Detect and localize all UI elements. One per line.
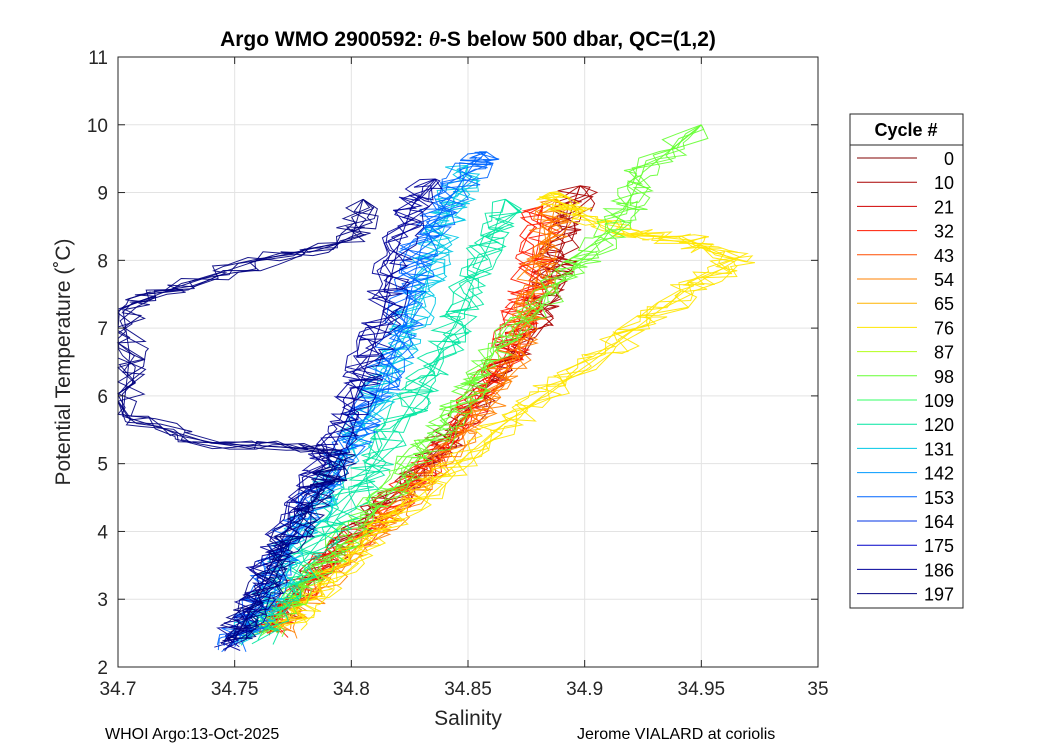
y-tick-label: 2 [97, 658, 108, 679]
legend-entry: 21 [857, 197, 954, 217]
y-tick-label: 6 [97, 387, 108, 408]
series-line [216, 151, 488, 646]
legend-entry: 10 [857, 173, 954, 193]
chart-title-theta: θ [429, 27, 440, 51]
y-tick-label: 11 [88, 48, 108, 69]
x-tick-label: 34.75 [211, 679, 259, 700]
series-line [284, 192, 749, 625]
legend-box [849, 113, 964, 609]
x-tick-label: 34.8 [333, 679, 370, 700]
x-axis-label: Salinity [434, 707, 502, 730]
series-line [259, 124, 702, 637]
legend-label: 186 [924, 560, 954, 580]
series-line [266, 198, 569, 634]
y-tick-label: 5 [97, 455, 108, 476]
legend-label: 131 [924, 439, 954, 459]
legend-entry: 131 [857, 439, 954, 459]
legend-entry: 76 [857, 318, 954, 338]
legend-label: 65 [934, 294, 954, 314]
legend-label: 197 [924, 585, 954, 605]
legend-label: 153 [924, 488, 954, 508]
legend-label: 76 [934, 318, 954, 338]
legend-entry: 43 [857, 246, 954, 266]
legend-label: 54 [934, 270, 954, 290]
series-line [275, 192, 754, 630]
legend-label: 98 [934, 367, 954, 387]
x-tick-label: 34.7 [100, 679, 137, 700]
y-axis: 2 3 4 5 6 7 8 9 10 11 [87, 48, 818, 679]
series-line [117, 198, 367, 640]
legend-entry: 197 [857, 585, 954, 605]
series-line [239, 198, 506, 639]
legend: Cycle # 0 10 21 32 43 54 65 76 87 98 109 120 131 142 1… [849, 113, 964, 609]
series-line [262, 124, 705, 638]
series-line [233, 164, 481, 637]
series-line [222, 178, 436, 650]
series-line [248, 205, 554, 634]
legend-label: 175 [924, 536, 954, 556]
series-line [240, 198, 523, 639]
y-axis-label: Potential Temperature (˚C) [52, 238, 75, 485]
x-tick-label: 34.95 [678, 679, 726, 700]
legend-label: 164 [924, 512, 954, 532]
y-tick-label: 9 [97, 184, 108, 205]
legend-label: 10 [934, 173, 954, 193]
legend-entry: 0 [857, 149, 954, 169]
legend-entry: 120 [857, 415, 954, 435]
legend-entry: 153 [857, 488, 954, 508]
series-line [117, 198, 375, 645]
series-line [233, 165, 482, 645]
legend-entry: 32 [857, 222, 954, 242]
legend-entry: 65 [857, 294, 954, 314]
series-87-98 [245, 124, 709, 638]
series-line [214, 178, 436, 648]
chart-title: Argo WMO 2900592: θ-S below 500 dbar, QC… [220, 27, 716, 51]
series-197 [116, 198, 379, 645]
y-tick-label: 4 [97, 522, 108, 543]
legend-entry: 164 [857, 512, 954, 532]
legend-label: 120 [924, 415, 954, 435]
series-line [269, 206, 544, 634]
series-65-76 [264, 190, 755, 632]
legend-label: 0 [944, 149, 954, 169]
legend-entry: 175 [857, 536, 954, 556]
y-tick-label: 8 [97, 251, 108, 272]
legend-label: 109 [924, 391, 954, 411]
legend-items: 0 10 21 32 43 54 65 76 87 98 109 120 131 142 153 164 175… [857, 149, 954, 605]
y-tick-label: 7 [97, 319, 108, 340]
legend-title: Cycle # [874, 120, 937, 140]
legend-label: 87 [934, 343, 954, 363]
legend-entry: 142 [857, 464, 954, 484]
legend-entry: 54 [857, 270, 954, 290]
x-tick-label: 34.9 [566, 679, 603, 700]
y-tick-label: 3 [97, 590, 108, 611]
legend-label: 32 [934, 222, 954, 242]
series-layer [116, 124, 755, 653]
series-line [244, 199, 510, 645]
series-line [221, 151, 500, 653]
legend-entry: 109 [857, 391, 954, 411]
legend-entry: 186 [857, 560, 954, 580]
series-line [116, 198, 375, 642]
x-axis: 34.7 34.75 34.8 34.85 34.9 34.95 35 [100, 57, 829, 700]
series-line [217, 151, 500, 651]
legend-label: 142 [924, 464, 954, 484]
legend-label: 21 [934, 197, 954, 217]
footer-left: WHOI Argo:13-Oct-2025 [105, 726, 280, 743]
chart-title-suffix: -S below 500 dbar, QC=(1,2) [440, 28, 716, 51]
footer-right: Jerome VIALARD at coriolis [577, 726, 776, 743]
plot-area: 34.7 34.75 34.8 34.85 34.9 34.95 35 2 3 4 5 6 7 8 9 10… [87, 48, 829, 700]
x-tick-label: 35 [807, 679, 828, 700]
chart-title-prefix: Argo WMO 2900592: [220, 28, 429, 51]
legend-entry: 98 [857, 367, 954, 387]
legend-entry: 87 [857, 343, 954, 363]
y-tick-label: 10 [87, 116, 108, 137]
x-tick-label: 34.85 [444, 679, 492, 700]
series-line [272, 198, 571, 634]
legend-label: 43 [934, 246, 954, 266]
